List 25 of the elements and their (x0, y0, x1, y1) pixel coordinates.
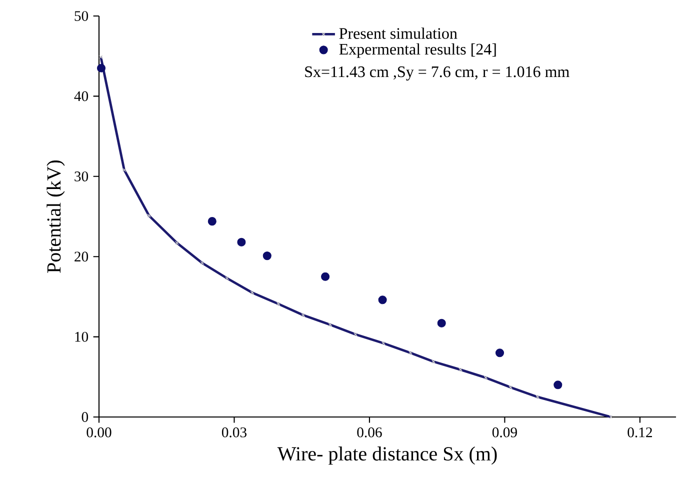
legend-label: Present simulation (339, 28, 458, 39)
y-tick-label: 0 (82, 412, 88, 422)
point (437, 318, 446, 328)
x-tick-label: 0.03 (222, 427, 246, 438)
x-tick-label: 0.00 (86, 427, 112, 438)
y-tick-label: 20 (74, 252, 88, 262)
point (96, 64, 106, 72)
y-tick-label: 40 (74, 91, 88, 102)
x-axis-title: Wire- plate distance Sx (m) (277, 446, 497, 465)
point (495, 348, 504, 358)
point (321, 272, 330, 281)
point (262, 252, 272, 260)
annotation: Sx=11.43 cm ,Sy = 7.6 cm, r = 1.016 mm (305, 66, 570, 80)
point (554, 380, 562, 390)
point (378, 296, 387, 304)
legend-label: Expermental results [24] (339, 43, 496, 58)
x-tick-label: 0.09 (492, 427, 517, 438)
x-tick-label: 0.12 (628, 427, 652, 438)
y-axis-title: Potential (kV) (46, 160, 65, 273)
point (208, 217, 216, 226)
y-tick-label: 50 (74, 11, 88, 21)
x-tick-label: 0.06 (357, 427, 382, 438)
y-tick-label: 10 (75, 332, 88, 342)
y-tick-label: 30 (74, 171, 88, 182)
point (237, 238, 246, 246)
